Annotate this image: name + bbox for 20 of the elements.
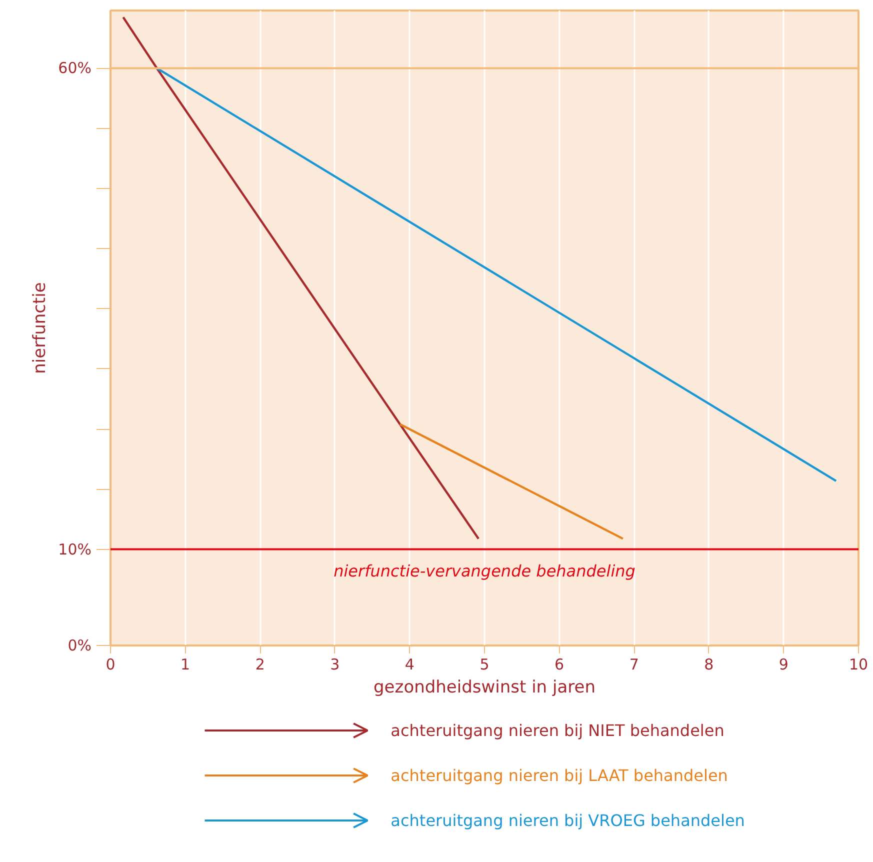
- x-tick-label: 5: [480, 656, 490, 674]
- y-axis-title: nierfunctie: [30, 282, 50, 374]
- x-axis-title: gezondheidswinst in jaren: [374, 678, 596, 698]
- legend-label: achteruitgang nieren bij NIET behandelen: [390, 721, 724, 740]
- legend-label: achteruitgang nieren bij VROEG behandelen: [390, 811, 745, 830]
- x-tick-label: 10: [848, 656, 868, 674]
- x-tick-label: 4: [404, 656, 414, 674]
- x-tick-label: 6: [554, 656, 564, 674]
- legend-label: achteruitgang nieren bij LAAT behandelen: [390, 766, 728, 785]
- x-tick-label: 0: [106, 656, 116, 674]
- ref-line-label: nierfunctie-vervangende behandeling: [334, 561, 636, 580]
- x-tick-label: 3: [330, 656, 340, 674]
- x-tick-label: 7: [629, 656, 639, 674]
- y-tick-label: 0%: [68, 636, 92, 654]
- x-tick-label: 9: [778, 656, 788, 674]
- x-tick-label: 8: [704, 656, 714, 674]
- y-tick-label: 60%: [58, 59, 92, 78]
- x-tick-label: 2: [255, 656, 265, 674]
- x-tick-label: 1: [180, 656, 190, 674]
- y-tick-label: 10%: [58, 540, 92, 558]
